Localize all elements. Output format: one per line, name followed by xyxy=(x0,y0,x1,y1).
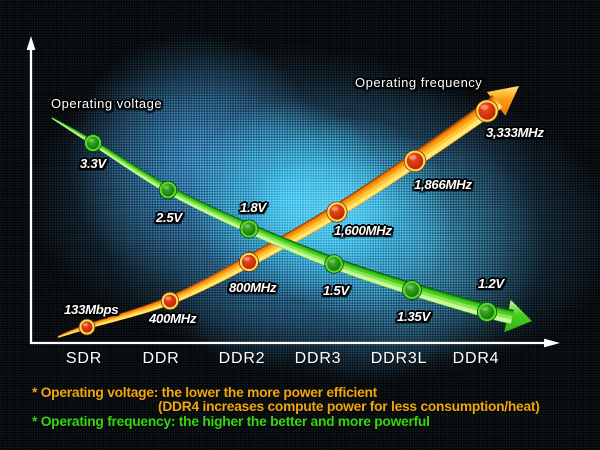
frequency-point-marker-ring xyxy=(239,252,259,272)
frequency-series-title: Operating frequency xyxy=(355,75,483,90)
footnote-frequency: * Operating frequency: the higher the be… xyxy=(32,414,430,429)
axes xyxy=(26,36,560,348)
voltage-point-marker xyxy=(239,219,259,239)
voltage-point-label: 1.8V xyxy=(240,200,266,215)
voltage-point-label: 1.35V xyxy=(397,309,430,324)
voltage-point-marker-highlight xyxy=(481,306,489,311)
frequency-point-marker-highlight xyxy=(331,206,339,211)
frequency-point-marker-ball xyxy=(81,321,93,333)
voltage-point-marker-ball xyxy=(161,183,175,197)
voltage-point-marker xyxy=(158,180,178,200)
voltage-point-label: 1.5V xyxy=(323,283,349,298)
frequency-point-label: 3,333MHz xyxy=(486,125,544,140)
data-curves xyxy=(51,86,532,338)
frequency-point-marker-ring xyxy=(476,100,498,122)
frequency-point-marker-ball xyxy=(329,204,345,220)
voltage-point-marker-ring xyxy=(159,181,177,199)
x-axis-arrow-icon xyxy=(544,338,560,348)
voltage-arrow-head-icon xyxy=(504,299,532,333)
frequency-point-marker xyxy=(160,291,180,311)
frequency-point-marker-ball xyxy=(242,255,256,269)
frequency-point-marker-ring xyxy=(79,319,95,335)
frequency-point-marker xyxy=(326,201,348,223)
footnote-voltage-cont: (DDR4 increases compute power for less c… xyxy=(158,399,540,414)
voltage-point-marker-ball xyxy=(87,137,99,149)
footnote-voltage: * Operating voltage: the lower the more … xyxy=(32,385,378,400)
voltage-point-marker-ring xyxy=(402,280,422,300)
voltage-point-marker-highlight xyxy=(243,224,251,228)
frequency-point-marker-ball xyxy=(406,152,424,170)
frequency-point-marker xyxy=(78,318,96,336)
frequency-point-label: 800MHz xyxy=(229,280,277,295)
frequency-point-marker-ball xyxy=(163,294,177,308)
voltage-series-title: Operating voltage xyxy=(51,96,163,111)
voltage-point-marker-ring xyxy=(477,302,497,322)
frequency-point-label: 400MHz xyxy=(149,311,197,326)
frequency-point-marker-ring xyxy=(404,150,426,172)
frequency-point-label: 1,866MHz xyxy=(414,177,472,192)
voltage-point-marker-highlight xyxy=(163,185,170,189)
frequency-point-marker-highlight xyxy=(480,104,489,110)
frequency-point-marker xyxy=(475,99,499,123)
voltage-point-marker-highlight xyxy=(328,259,336,263)
frequency-point-marker xyxy=(239,252,259,272)
frequency-point-marker-ring xyxy=(161,292,179,310)
frequency-point-marker-highlight xyxy=(165,296,172,300)
voltage-point-marker-ball xyxy=(327,257,341,271)
voltage-point-marker xyxy=(324,254,344,274)
frequency-point-marker-highlight xyxy=(82,323,88,327)
voltage-point-marker xyxy=(84,134,102,152)
voltage-point-label: 2.5V xyxy=(156,210,182,225)
frequency-point-marker-highlight xyxy=(408,155,417,160)
voltage-point-marker-ring xyxy=(240,220,258,238)
voltage-curve-ribbon xyxy=(51,117,514,324)
voltage-point-marker xyxy=(402,280,422,300)
frequency-point-label: 133Mbps xyxy=(64,302,119,317)
voltage-point-marker-highlight xyxy=(88,138,95,142)
voltage-point-marker-ball xyxy=(242,222,256,236)
x-axis-label-ddr4: DDR4 xyxy=(452,350,500,367)
voltage-point-label: 3.3V xyxy=(80,156,106,171)
voltage-point-marker-ring xyxy=(325,255,343,273)
y-axis-arrow-icon xyxy=(26,36,36,50)
x-axis-label-ddr2: DDR2 xyxy=(218,350,266,367)
voltage-point-marker-ball xyxy=(479,304,495,320)
x-axis-label-ddr: DDR xyxy=(142,350,180,367)
voltage-point-marker-ring xyxy=(84,134,102,152)
frequency-point-marker-ball xyxy=(478,102,496,120)
voltage-point-marker-ball xyxy=(405,283,419,297)
voltage-point-marker xyxy=(476,301,498,323)
voltage-point-marker-highlight xyxy=(406,284,414,289)
frequency-point-marker-highlight xyxy=(243,256,251,261)
x-axis-label-ddr3: DDR3 xyxy=(294,350,342,367)
x-axis-label-sdr: SDR xyxy=(65,350,103,367)
x-axis-label-ddr3l: DDR3L xyxy=(370,350,428,367)
frequency-point-marker xyxy=(403,149,427,173)
frequency-arrow-head-icon xyxy=(486,86,519,116)
frequency-point-marker-ring xyxy=(327,202,347,222)
frequency-point-label: 1,600MHz xyxy=(334,223,392,238)
voltage-point-label: 1.2V xyxy=(478,276,504,291)
